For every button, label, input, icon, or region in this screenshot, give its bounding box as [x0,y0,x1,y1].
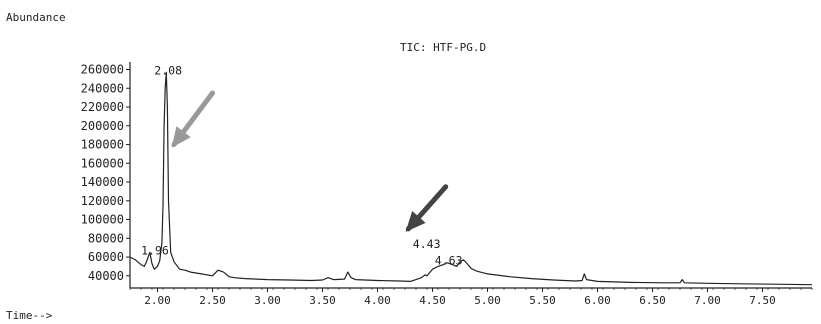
x-tick-label: 2.50 [199,294,226,307]
x-tick-label: 3.00 [254,294,281,307]
y-tick-label: 240000 [81,81,124,95]
arrow-head [171,126,191,148]
y-tick-label: 100000 [81,213,124,227]
peak-label: 2.08 [154,63,182,77]
x-tick-label: 7.00 [694,294,721,307]
x-axis-title: Time--> [6,309,53,322]
y-axis-title: Abundance [6,11,66,24]
y-tick-label: 60000 [88,250,124,264]
y-tick-label: 120000 [81,194,124,208]
y-tick-label: 80000 [88,231,124,245]
y-tick-label: 140000 [81,175,124,189]
x-tick-label: 4.50 [419,294,446,307]
y-tick-label: 40000 [88,269,124,283]
y-tick-label: 220000 [81,100,124,114]
series-line [129,71,813,286]
y-tick-label: 200000 [81,119,124,133]
series-group [129,71,813,286]
chart-title: TIC: HTF-PG.D [400,41,486,54]
x-tick-label: 5.00 [474,294,501,307]
x-axis-ticks: 2.00 2.50 3.00 3.50 4.00 4.50 5.00 5.50 6.00 6.50… [129,288,813,307]
x-tick-label: 5.50 [529,294,556,307]
y-tick-label: 180000 [81,138,124,152]
x-tick-label: 4.00 [364,294,391,307]
arrow-head [405,211,426,232]
y-axis-ticks: 40000 60000 80000 100000 120000 140000 160000 1… [81,63,130,283]
x-tick-label: 6.00 [584,294,611,307]
peak-label: 4.43 [413,237,441,251]
y-tick-label: 160000 [81,156,124,170]
x-tick-label: 6.50 [639,294,666,307]
peak-label: 4.63 [435,254,463,268]
x-tick-label: 7.50 [749,294,776,307]
x-tick-label: 3.50 [309,294,336,307]
peak-label: 1.96 [141,243,169,257]
y-tick-label: 260000 [81,63,124,77]
arrow-group [171,90,449,232]
peak-annotations: 2.08 1.96 4.43 4.63 [141,63,462,267]
x-tick-label: 2.00 [144,294,171,307]
